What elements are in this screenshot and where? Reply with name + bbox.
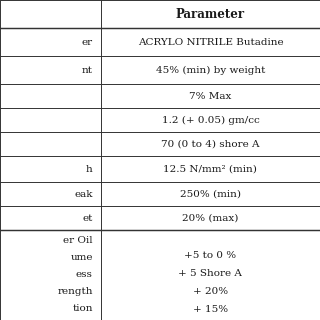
Text: er: er: [82, 38, 93, 47]
Text: Parameter: Parameter: [176, 8, 245, 20]
Text: + 5 Shore A: + 5 Shore A: [179, 269, 242, 278]
Text: 70 (0 to 4) shore A: 70 (0 to 4) shore A: [161, 139, 260, 148]
Text: + 15%: + 15%: [193, 305, 228, 314]
Text: et: et: [83, 214, 93, 223]
Text: +5 to 0 %: +5 to 0 %: [184, 251, 236, 260]
Text: ACRYLO NITRILE Butadine: ACRYLO NITRILE Butadine: [138, 38, 283, 47]
Text: + 20%: + 20%: [193, 287, 228, 296]
Text: 250% (min): 250% (min): [180, 190, 241, 199]
Text: 1.2 (+ 0.05) gm/cc: 1.2 (+ 0.05) gm/cc: [162, 116, 259, 124]
Text: rength: rength: [57, 287, 93, 296]
Text: eak: eak: [74, 190, 93, 199]
Text: 45% (min) by weight: 45% (min) by weight: [156, 66, 265, 75]
Text: 12.5 N/mm² (min): 12.5 N/mm² (min): [164, 164, 257, 174]
Text: tion: tion: [72, 304, 93, 313]
Text: ume: ume: [70, 253, 93, 262]
Text: 7% Max: 7% Max: [189, 92, 232, 101]
Text: nt: nt: [82, 66, 93, 75]
Text: ess: ess: [76, 270, 93, 279]
Text: 20% (max): 20% (max): [182, 214, 239, 223]
Text: er Oil: er Oil: [63, 236, 93, 245]
Text: h: h: [86, 164, 93, 174]
